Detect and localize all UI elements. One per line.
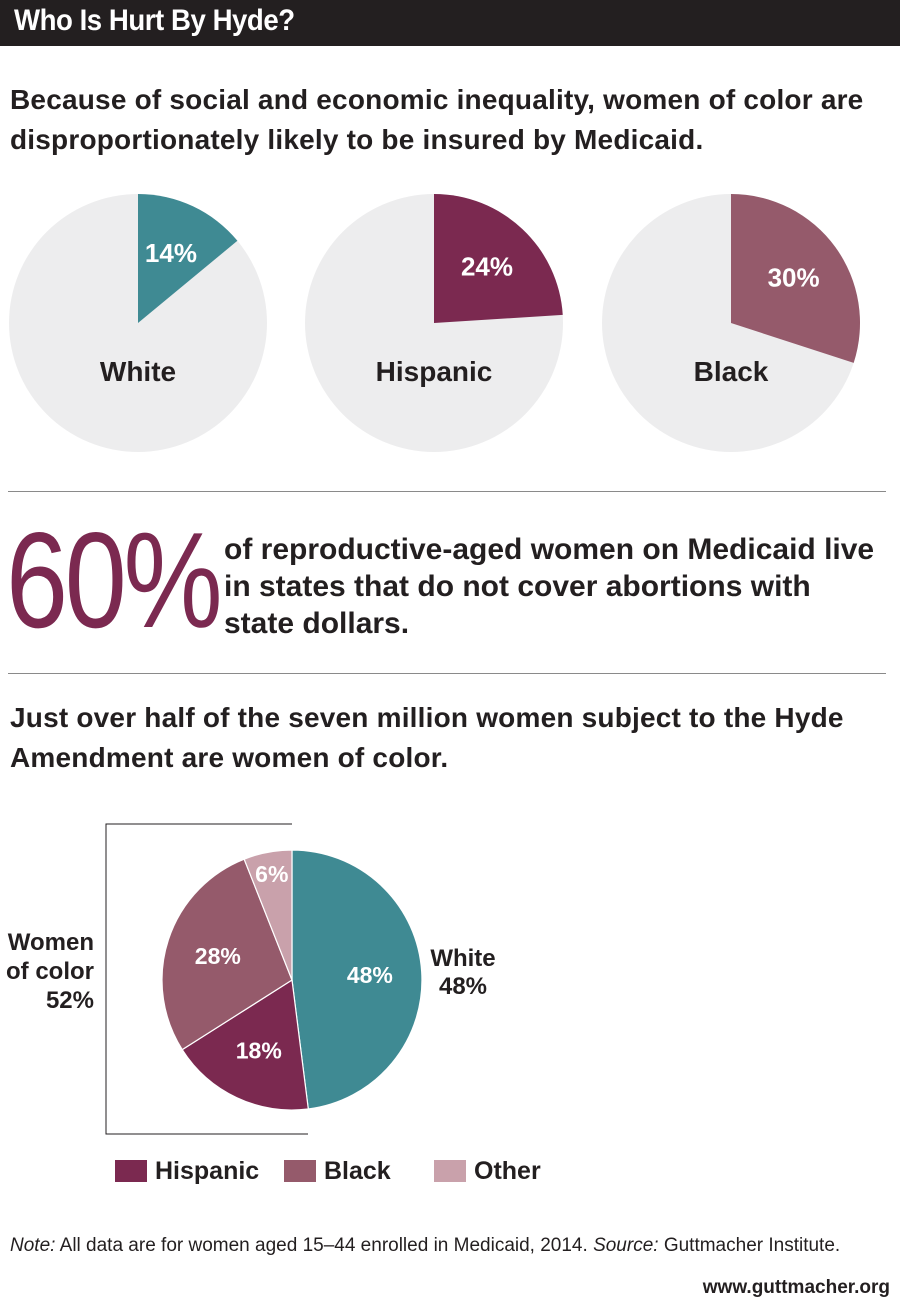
women-of-color-label: Women [8, 929, 94, 956]
source-text: Guttmacher Institute. [658, 1235, 841, 1256]
women-of-color-value: 52% [46, 987, 94, 1014]
pie-value-label-black: 28% [195, 943, 241, 969]
pie-slice-white [291, 849, 423, 1110]
pie-category-label-white: White [100, 356, 176, 387]
white-outside-label: White [430, 945, 495, 972]
pie-slice-hispanic [434, 194, 563, 323]
website-url: www.guttmacher.org [702, 1277, 890, 1298]
headline-medicaid-inequality: Because of social and economic inequalit… [10, 84, 864, 155]
title-bar: Who Is Hurt By Hyde? [0, 0, 900, 46]
pie-hispanic: 24% Hispanic [305, 194, 563, 452]
legend-swatch-black [284, 1160, 316, 1182]
medicaid-share-pie-charts: 14% White 24% Hispanic 30% Black [9, 194, 861, 452]
pie-value-label-white: 14% [145, 238, 197, 268]
pie-value-label-black: 30% [768, 263, 820, 293]
women-of-color-label: of color [6, 958, 94, 985]
legend-label-black: Black [324, 1157, 391, 1185]
pie-value-label-other: 6% [255, 861, 288, 887]
page-title: Who Is Hurt By Hyde? [14, 4, 295, 37]
big-statistic: 60% [6, 504, 223, 656]
note-label: Note: [10, 1235, 56, 1256]
pie-slice-other [243, 849, 293, 981]
pie-category-label-hispanic: Hispanic [376, 356, 493, 387]
divider [8, 673, 886, 674]
women-of-color-bracket [105, 823, 308, 1135]
pie-slice-white [138, 194, 238, 323]
legend-swatch-hispanic [115, 1160, 147, 1182]
statistic-description: of reproductive-aged women on Medicaid l… [224, 533, 875, 640]
legend-label-hispanic: Hispanic [155, 1157, 260, 1185]
pie-category-label-black: Black [694, 356, 769, 387]
pie-slice-black [731, 194, 861, 363]
pie-value-label-hispanic: 18% [236, 1038, 282, 1064]
note-text: All data are for women aged 15–44 enroll… [55, 1235, 594, 1256]
pie-value-label-white: 48% [347, 962, 393, 988]
headline-hyde-women-of-color: Just over half of the seven million wome… [10, 702, 844, 773]
pie-slice-black [161, 858, 293, 1051]
source-label: Source: [593, 1235, 659, 1256]
source-note: Note: All data are for women aged 15–44 … [10, 1233, 895, 1259]
divider [8, 491, 886, 492]
legend-swatch-other [434, 1160, 466, 1182]
pie-white: 14% White [9, 194, 267, 452]
white-outside-value: 48% [439, 973, 487, 1000]
pie-value-label-hispanic: 24% [461, 252, 513, 282]
pie-slice-hispanic [181, 978, 309, 1111]
legend-label-other: Other [474, 1157, 541, 1185]
pie-black: 30% Black [602, 194, 861, 452]
chart-legend: Hispanic Black Other [0, 1155, 900, 1189]
